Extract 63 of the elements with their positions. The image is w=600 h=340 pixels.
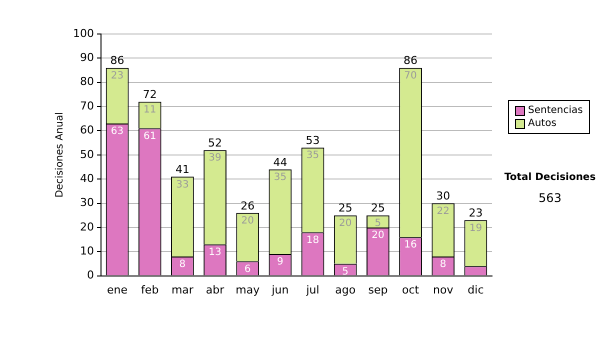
total-label: 53 bbox=[306, 134, 320, 148]
legend-label: Autos bbox=[528, 117, 556, 130]
data-label: 11 bbox=[144, 104, 156, 116]
y-tick-label: 40 bbox=[80, 172, 94, 185]
data-label: 35 bbox=[306, 150, 320, 162]
total-label: 23 bbox=[468, 206, 483, 220]
x-tick-label: nov bbox=[433, 283, 454, 296]
x-tick-label: dic bbox=[468, 283, 484, 296]
x-tick-label: ago bbox=[335, 283, 356, 296]
total-label: 25 bbox=[338, 202, 352, 215]
total-label: 44 bbox=[273, 156, 288, 169]
y-tick-label: 90 bbox=[80, 51, 94, 64]
total-label: 72 bbox=[142, 88, 157, 102]
x-tick-label: may bbox=[236, 283, 260, 296]
y-axis-title: Decisiones Anual bbox=[54, 112, 66, 198]
y-tick-label: 70 bbox=[80, 99, 94, 112]
x-tick-label: jul bbox=[305, 283, 320, 296]
data-label: 20 bbox=[339, 218, 352, 229]
y-tick-label: 30 bbox=[80, 196, 94, 210]
data-label: 16 bbox=[404, 240, 417, 251]
y-tick-label: 10 bbox=[80, 244, 94, 258]
legend-label: Sentencias bbox=[528, 104, 583, 117]
total-label: 86 bbox=[110, 54, 124, 68]
text: 563 bbox=[538, 191, 562, 205]
data-label: 20 bbox=[241, 216, 254, 227]
x-tick-label: oct bbox=[402, 283, 420, 296]
data-label: 61 bbox=[144, 130, 156, 142]
x-tick-label: sep bbox=[368, 283, 388, 296]
total-label: 30 bbox=[436, 190, 450, 203]
y-tick-label: 100 bbox=[72, 26, 94, 40]
data-label: 13 bbox=[208, 246, 222, 258]
data-label: 22 bbox=[436, 206, 450, 217]
data-label: 8 bbox=[440, 259, 446, 270]
data-label: 23 bbox=[110, 70, 124, 82]
data-label: 6 bbox=[244, 264, 251, 275]
total-label: 25 bbox=[370, 202, 385, 215]
data-label: 9 bbox=[277, 256, 284, 268]
y-tick-label: 50 bbox=[80, 148, 94, 161]
data-label: 19 bbox=[469, 222, 482, 234]
data-label: 20 bbox=[372, 230, 384, 242]
y-tick-label: 80 bbox=[80, 75, 94, 88]
data-label: 39 bbox=[208, 152, 222, 164]
data-label: 8 bbox=[179, 259, 186, 270]
x-tick-label: abr bbox=[206, 283, 225, 296]
x-tick-label: feb bbox=[141, 283, 159, 296]
data-label: 5 bbox=[374, 218, 382, 229]
y-tick-label: 20 bbox=[80, 220, 94, 234]
text: Total Decisiones bbox=[503, 172, 597, 183]
data-label: 18 bbox=[306, 234, 320, 246]
data-label: 33 bbox=[176, 179, 189, 190]
data-label: 5 bbox=[342, 266, 349, 278]
x-tick-label: ene bbox=[107, 283, 128, 296]
y-tick-label: 0 bbox=[86, 268, 94, 282]
x-tick-label: mar bbox=[171, 283, 194, 296]
data-label: 70 bbox=[404, 70, 417, 82]
data-label: 35 bbox=[274, 172, 287, 183]
x-tick-label: jun bbox=[270, 283, 289, 296]
y-tick-label: 60 bbox=[80, 124, 94, 137]
total-label: 52 bbox=[208, 136, 222, 150]
data-label: 63 bbox=[110, 126, 124, 138]
total-label: 26 bbox=[240, 199, 255, 212]
total-label: 86 bbox=[404, 54, 418, 68]
total-label: 41 bbox=[175, 163, 190, 176]
